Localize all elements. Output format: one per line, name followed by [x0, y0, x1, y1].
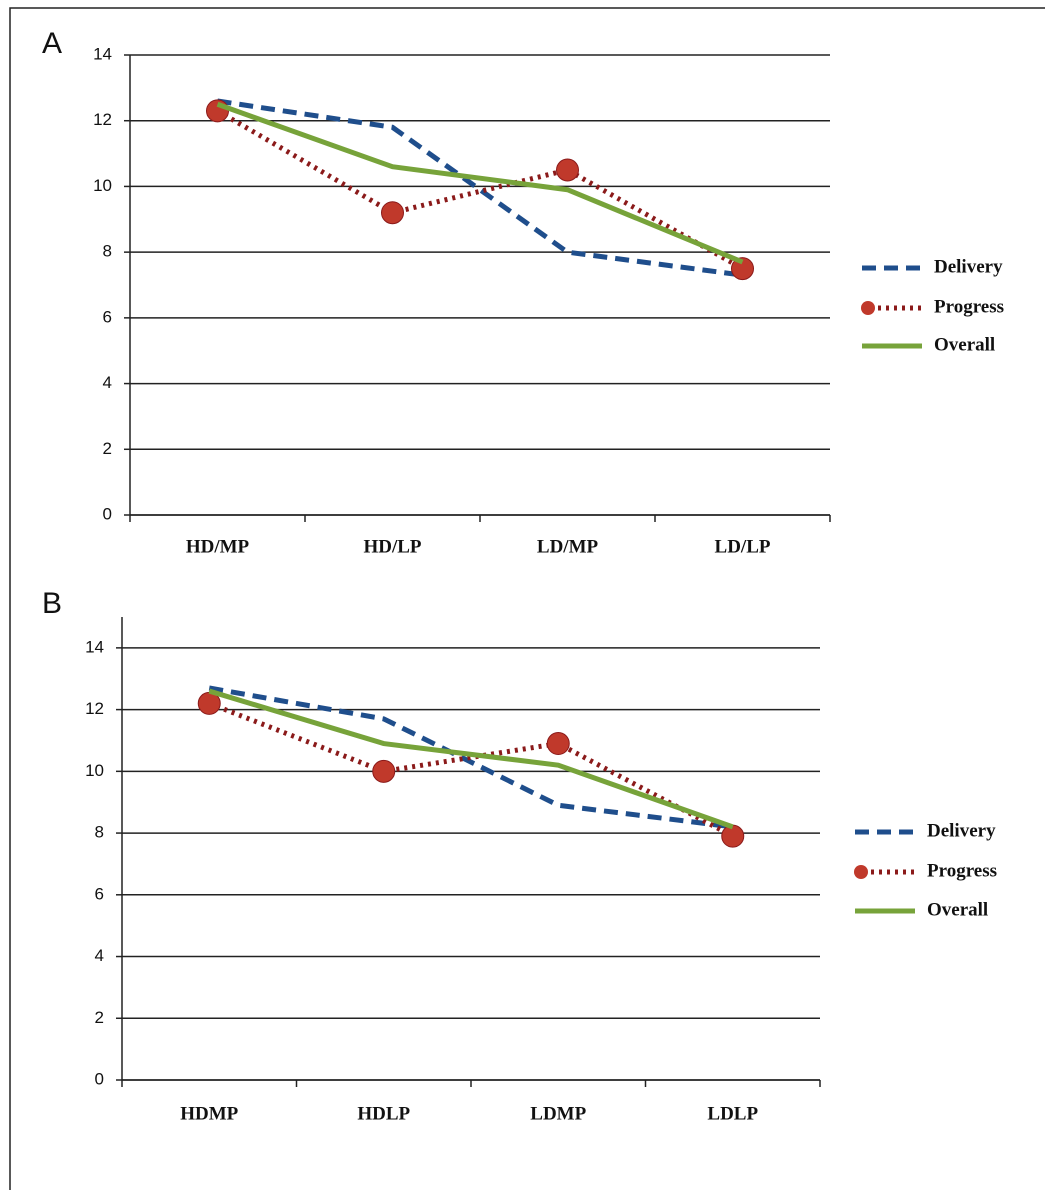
- series-line: [216, 101, 744, 265]
- marker: [546, 732, 570, 756]
- x-tick-label: LDLP: [707, 1103, 758, 1124]
- y-tick-label: 10: [85, 761, 104, 780]
- y-tick-label: 6: [95, 884, 104, 903]
- x-tick-label: HD/LP: [363, 536, 421, 557]
- y-tick-label: 8: [103, 242, 112, 261]
- x-tick-label: LDMP: [530, 1103, 586, 1124]
- y-tick-label: 0: [95, 1069, 104, 1088]
- legend-label: Progress: [927, 860, 997, 881]
- y-tick-label: 12: [93, 110, 112, 129]
- y-tick-label: 12: [85, 699, 104, 718]
- marker: [721, 824, 745, 848]
- y-tick-label: 4: [95, 946, 104, 965]
- y-tick-label: 10: [93, 176, 112, 195]
- frame: [9, 7, 1045, 1190]
- x-tick-label: HDLP: [357, 1103, 410, 1124]
- marker: [206, 99, 229, 123]
- series-line: [208, 688, 734, 830]
- y-tick-label: 2: [103, 439, 112, 458]
- legend-label: Delivery: [934, 256, 1003, 277]
- y-tick-label: 2: [95, 1008, 104, 1027]
- legend-label: Delivery: [927, 820, 996, 841]
- y-tick-label: 0: [103, 504, 112, 523]
- y-tick-label: 6: [103, 307, 112, 326]
- panel-label: B: [42, 587, 62, 620]
- legend-label: Progress: [934, 296, 1004, 317]
- marker: [556, 158, 579, 182]
- y-tick-label: 14: [85, 637, 104, 656]
- marker: [372, 759, 396, 783]
- series-line: [208, 685, 734, 830]
- legend-label: Overall: [934, 334, 995, 355]
- y-tick-label: 4: [103, 373, 112, 392]
- legend-marker: [854, 865, 868, 879]
- legend-marker: [861, 301, 875, 315]
- x-tick-label: HD/MP: [186, 536, 250, 557]
- x-tick-label: HDMP: [180, 1103, 238, 1124]
- panel-label: A: [42, 27, 62, 60]
- y-tick-label: 14: [93, 44, 112, 63]
- series-line: [217, 98, 743, 278]
- marker: [381, 201, 404, 225]
- legend-label: Overall: [927, 899, 988, 920]
- y-tick-label: 8: [95, 823, 104, 842]
- marker: [731, 257, 754, 281]
- x-tick-label: LD/LP: [715, 536, 771, 557]
- x-tick-label: LD/MP: [537, 536, 599, 557]
